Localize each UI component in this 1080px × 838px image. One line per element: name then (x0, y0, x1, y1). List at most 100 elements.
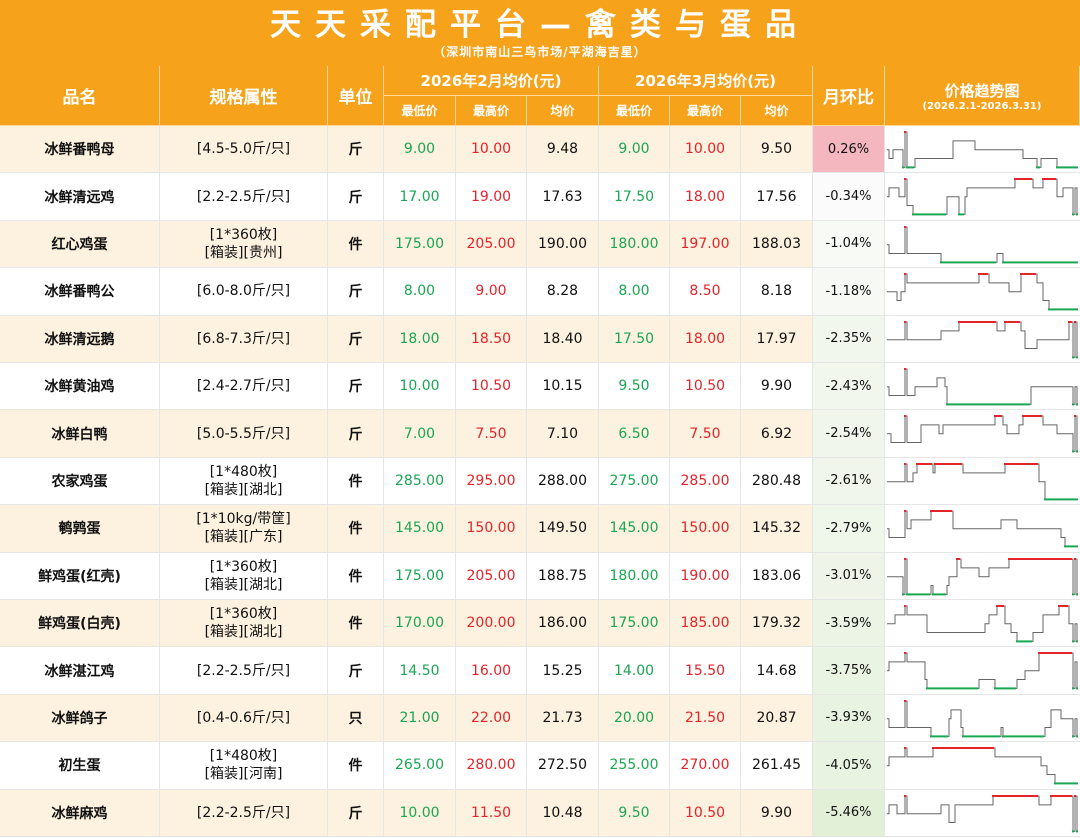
trend-max-marker (946, 510, 948, 513)
trend-max-marker (1062, 605, 1064, 607)
trend-min-marker (932, 592, 934, 595)
trend-max-marker (904, 794, 906, 797)
trend-max-marker (1008, 794, 1010, 797)
trend-min-marker (918, 213, 920, 216)
trend-max-marker (1018, 462, 1020, 465)
trend-max-marker (1000, 605, 1002, 607)
product-name: 冰鲜湛江鸡 (0, 647, 160, 695)
trend-max-marker (1024, 415, 1026, 418)
trend-max-marker (968, 747, 970, 750)
product-name: 冰鲜清远鹅 (0, 315, 160, 363)
trend-max-marker (916, 462, 918, 465)
product-name: 冰鲜清远鸡 (0, 173, 160, 221)
trend-min-marker (1022, 261, 1024, 264)
trend-min-marker (924, 592, 926, 595)
trend-min-marker (1016, 735, 1018, 738)
trend-min-marker (988, 261, 990, 264)
mar-low-price: 17.50 (599, 173, 670, 221)
trend-max-marker (992, 320, 994, 323)
trend-max-marker (1024, 273, 1026, 276)
mar-high-price: 18.00 (670, 173, 741, 221)
trend-min-marker (966, 687, 968, 690)
spec-line-1: [6.0-8.0斤/只] (196, 283, 291, 300)
product-spec: [1*480枚] [箱装][河南] (160, 742, 328, 790)
trend-max-marker (958, 747, 960, 750)
trend-chart (887, 320, 1078, 358)
trend-min-marker (984, 403, 986, 406)
trend-max-marker (1020, 273, 1022, 276)
feb-low-price: 170.00 (384, 600, 456, 648)
trend-min-marker (1076, 640, 1078, 643)
trend-min-marker (950, 403, 952, 406)
trend-min-marker (980, 261, 982, 264)
trend-max-marker (1026, 462, 1028, 465)
trend-min-marker (1070, 782, 1072, 785)
unit: 件 (328, 742, 384, 790)
trend-max-marker (954, 462, 956, 465)
trend-min-marker (1020, 403, 1022, 406)
trend-max-marker (1028, 462, 1030, 465)
trend-min-marker (958, 261, 960, 264)
trend-min-marker (1052, 308, 1054, 311)
product-name: 鲜鸡蛋(白壳) (0, 600, 160, 648)
trend-min-marker (1072, 355, 1074, 358)
trend-min-marker (1008, 687, 1010, 690)
trend-min-marker (962, 213, 964, 216)
mar-low-price: 275.00 (599, 457, 670, 506)
header-spec: 规格属性 (160, 66, 328, 126)
trend-max-marker (978, 320, 980, 323)
trend-min-marker (940, 687, 942, 690)
trend-min-marker (1020, 640, 1022, 643)
trend-max-marker (1058, 652, 1060, 655)
mar-high-price: 10.50 (670, 789, 741, 837)
spec-line-1: [1*10kg/带筐] (196, 511, 291, 528)
trend-max-marker (948, 510, 950, 513)
trend-max-marker (1034, 462, 1036, 465)
trend-min-marker (964, 735, 966, 738)
trend-min-marker (914, 213, 916, 216)
trend-min-marker (936, 687, 938, 690)
trend-max-marker (958, 320, 960, 323)
mar-low-price: 9.50 (599, 363, 670, 411)
trend-min-marker (944, 592, 946, 595)
trend-max-marker (932, 510, 934, 513)
trend-max-marker (904, 699, 906, 702)
trend-max-marker (970, 747, 972, 750)
trend-min-marker (1068, 308, 1070, 311)
trend-min-marker (1076, 545, 1078, 548)
product-spec: [1*480枚] [箱装][湖北] (160, 457, 328, 506)
trend-min-marker (1014, 403, 1016, 406)
trend-min-marker (966, 403, 968, 406)
trend-min-marker (1072, 735, 1074, 738)
trend-max-marker (1054, 794, 1056, 797)
spec-line-2: [箱装][湖北] (204, 624, 283, 641)
trend-min-marker (1072, 261, 1074, 264)
trend-max-marker (1004, 462, 1006, 465)
trend-max-marker (976, 747, 978, 750)
trend-min-marker (1024, 735, 1026, 738)
trend-min-marker (1030, 640, 1032, 643)
trend-min-marker (992, 403, 994, 406)
trend-min-marker (946, 261, 948, 264)
mom-change: -3.59% (813, 600, 885, 648)
feb-low-price: 8.00 (384, 268, 456, 316)
trend-min-marker (1012, 687, 1014, 690)
trend-min-marker (956, 687, 958, 690)
trend-chart (887, 652, 1078, 690)
product-name: 冰鲜鸽子 (0, 694, 160, 743)
trend-chart (887, 605, 1078, 643)
spec-line-1: [2.2-2.5斤/只] (196, 188, 291, 205)
trend-min-marker (1046, 261, 1048, 264)
trend-chart (887, 462, 1078, 501)
mom-change: -3.93% (813, 694, 885, 743)
trend-max-marker (968, 320, 970, 323)
trend-min-marker (988, 735, 990, 738)
header-mom: 月环比 (813, 66, 885, 126)
trend-min-marker (1018, 261, 1020, 264)
trend-min-marker (948, 261, 950, 264)
feb-high-price: 200.00 (456, 600, 527, 648)
trend-min-marker (916, 213, 918, 216)
feb-avg-price: 17.63 (527, 173, 599, 221)
trend-min-marker (1038, 261, 1040, 264)
mar-avg-price: 8.18 (741, 268, 813, 316)
